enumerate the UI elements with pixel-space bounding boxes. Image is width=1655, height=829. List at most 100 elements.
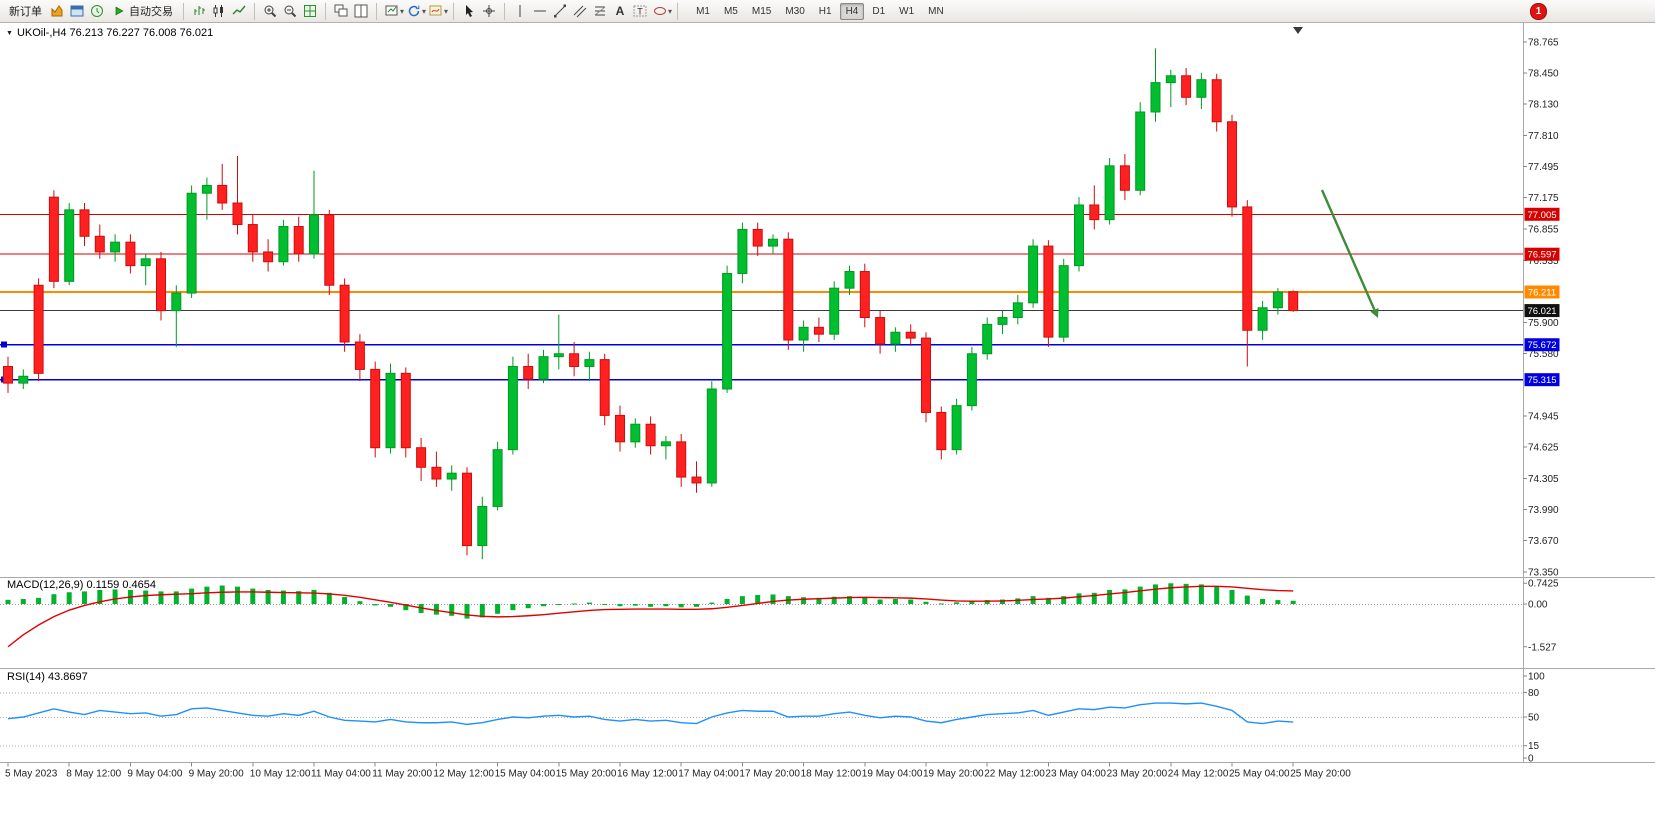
candle-body [599,359,610,416]
price-tag-box [1524,338,1560,352]
data-window-icon[interactable] [67,1,87,21]
candle-body [492,449,503,507]
navigator-icon[interactable] [87,1,107,21]
candle [263,239,274,272]
candlestick-chart-icon[interactable] [209,1,229,21]
candle-body [1150,82,1161,113]
macd-axis-label: -1.527 [1528,642,1557,653]
new-order-button[interactable]: 新订单 [4,2,47,21]
market-watch-icon[interactable] [47,1,67,21]
macd-histogram-bar [36,597,42,604]
zoom-out-icon[interactable] [280,1,300,21]
candle-body [156,258,166,312]
timeframe-button-M30[interactable]: M30 [785,5,805,17]
zoom-in-icon[interactable] [260,1,280,21]
fibonacci-icon[interactable] [590,1,610,21]
chevron-down-icon[interactable]: ▾ [668,6,673,16]
macd-histogram-bar [265,590,271,604]
chart-shift-marker[interactable] [1293,27,1303,34]
time-axis[interactable]: 5 May 2023 8 May 12:00 9 May 04:00 9 May 20… [5,762,1351,780]
candle [1058,258,1069,343]
timeframe-button-H4[interactable]: H4 [839,2,865,20]
shapes-icon[interactable] [650,1,670,21]
candle-body [982,323,993,355]
candle-body [921,337,931,413]
candle-body [691,476,702,484]
symbol-header[interactable]: ▼ UKOil-,H4 76.213 76.227 76.008 76.021 [6,27,213,39]
price-tag-label: 76.597 [1527,250,1556,261]
line-chart-icon[interactable] [229,1,249,21]
price-tick-label: 78.450 [1528,68,1559,79]
timeframe-button-M15[interactable]: M15 [751,5,772,17]
arrow-shaft[interactable] [1320,189,1376,311]
candle [1089,185,1100,230]
indicators-icon[interactable] [426,1,446,21]
time-axis-label: 5 May 2023 [5,769,58,780]
tile-grid-icon[interactable] [300,1,320,21]
macd-histogram-bar [82,591,87,604]
price-axis[interactable]: 78.765 78.450 78.130 77.810 77.495 77.175 76.8… [1523,38,1560,765]
cursor-icon[interactable] [459,1,479,21]
toolbar-separator [325,2,326,20]
timeframe-button-MN[interactable]: MN [928,5,944,17]
candle-body [110,241,121,253]
profiles-icon[interactable] [404,1,424,21]
macd-histogram-bar [449,604,455,616]
rsi-panel [0,692,1523,747]
chevron-down-icon[interactable]: ▾ [400,6,405,16]
candle-body [1135,111,1146,191]
candle-body [1058,265,1069,338]
new-chart-icon[interactable] [382,1,402,21]
candle [783,232,794,350]
chevron-down-icon[interactable]: ▾ [444,6,449,16]
time-axis-label: 11 May 20:00 [372,769,432,780]
candle [1028,239,1039,308]
text-icon[interactable]: A [610,1,630,21]
notification-badge[interactable]: 1 [1530,2,1547,20]
candle [752,222,763,256]
timeframe-button-M1[interactable]: M1 [696,5,710,17]
annotation-arrow[interactable] [1320,189,1379,318]
trendline-icon[interactable] [550,1,570,21]
macd-histogram-bar [1137,586,1143,604]
arrow-head-icon [1370,307,1379,318]
chevron-down-icon[interactable]: ▾ [422,6,427,16]
timeframe-button-H1[interactable]: H1 [818,5,832,17]
timeframe-button-W1[interactable]: W1 [899,5,915,17]
candle [94,224,105,259]
candle-body [477,505,488,547]
timeframe-button-D1[interactable]: D1 [872,5,886,17]
bar-chart-icon[interactable] [189,1,209,21]
candle-body [1165,75,1176,84]
autotrade-button[interactable]: 自动交易 [107,2,178,21]
macd-histogram-bar [969,601,975,604]
timeframe-button-M5[interactable]: M5 [723,5,738,17]
rsi-axis-label: 100 [1528,672,1545,683]
time-axis-label: 23 May 20:00 [1107,769,1168,780]
candle-body [263,251,274,263]
line-handle[interactable] [1,341,7,348]
cascade-windows-icon[interactable] [331,1,351,21]
macd-histogram-bar [556,604,562,605]
time-axis-label: 9 May 04:00 [127,769,182,780]
price-tick-label: 74.945 [1528,411,1559,422]
tile-windows-icon[interactable] [351,1,371,21]
candle [156,251,166,321]
macd-signal-line [7,585,1294,648]
candle-body [370,368,381,449]
chart-menu-caret-icon[interactable]: ▼ [6,29,13,37]
candle [492,441,503,511]
candle [416,437,427,481]
text-label-icon[interactable]: T [630,1,650,21]
horizontal-line-icon[interactable] [530,1,550,21]
macd-histogram-bar [219,585,225,604]
candle-body [171,292,182,312]
macd-histogram-bar [678,604,684,608]
candle [232,156,243,235]
time-axis-label: 22 May 12:00 [984,769,1045,780]
candle [431,451,442,487]
vertical-line-icon[interactable] [510,1,530,21]
crosshair-icon[interactable] [479,1,499,21]
channel-icon[interactable] [570,1,590,21]
